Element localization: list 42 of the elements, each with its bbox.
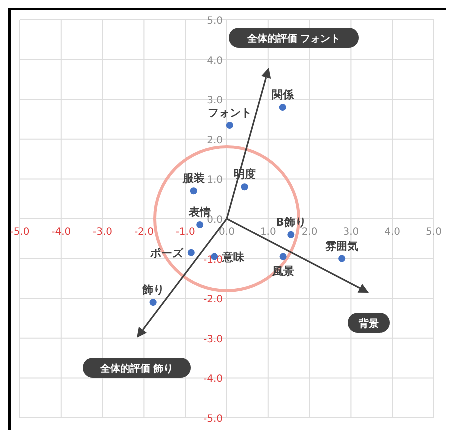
annotation: 全体的評価 飾り xyxy=(99,363,174,375)
series-label: 意味 xyxy=(222,250,246,264)
series-label: B飾り xyxy=(276,216,306,229)
y-tick-label: -5.0 xyxy=(203,414,223,425)
x-tick-label: 1.0 xyxy=(260,227,276,238)
y-tick-label: -3.0 xyxy=(203,334,223,346)
x-tick-label: -1.0 xyxy=(176,227,196,238)
x-tick-label: 0.0 xyxy=(219,227,235,238)
point xyxy=(150,299,157,306)
point xyxy=(279,104,286,112)
y-tick-label: 1.0 xyxy=(207,175,223,186)
series-label: 雰囲気 xyxy=(326,240,359,253)
point xyxy=(226,122,234,129)
y-tick-label: 4.0 xyxy=(207,56,223,67)
annotation: 背景 xyxy=(358,318,379,330)
point xyxy=(241,184,248,191)
point xyxy=(338,255,346,262)
series-label: ポーズ xyxy=(149,246,184,260)
y-tick-label: -1.0 xyxy=(203,254,223,266)
x-tick-label: 3.0 xyxy=(343,227,360,238)
x-tick-label: -3.0 xyxy=(93,227,113,238)
series-label: 風景 xyxy=(271,264,294,278)
x-tick-label: 5.0 xyxy=(426,227,442,238)
point xyxy=(280,253,287,260)
x-tick-label: 4.0 xyxy=(384,227,401,238)
point xyxy=(188,249,195,256)
y-tick-label: 3.0 xyxy=(207,96,223,107)
series-label: フォント xyxy=(208,106,252,120)
y-tick-label: -4.0 xyxy=(203,374,223,386)
series-label: 関係 xyxy=(272,88,295,102)
x-tick-label: -2.0 xyxy=(134,227,154,238)
x-tick-label: -4.0 xyxy=(52,227,72,238)
y-tick-label: -2.0 xyxy=(203,294,223,306)
series-label: 服装 xyxy=(182,172,205,186)
annotation: 全体的評価 フォント xyxy=(246,33,341,45)
x-tick-label: 2.0 xyxy=(302,227,318,238)
point xyxy=(190,188,198,195)
y-tick-label: 2.0 xyxy=(207,135,223,146)
point xyxy=(196,221,204,228)
point xyxy=(288,231,295,238)
y-tick-label: 5.0 xyxy=(207,16,223,27)
series-label: 飾り xyxy=(141,284,164,297)
